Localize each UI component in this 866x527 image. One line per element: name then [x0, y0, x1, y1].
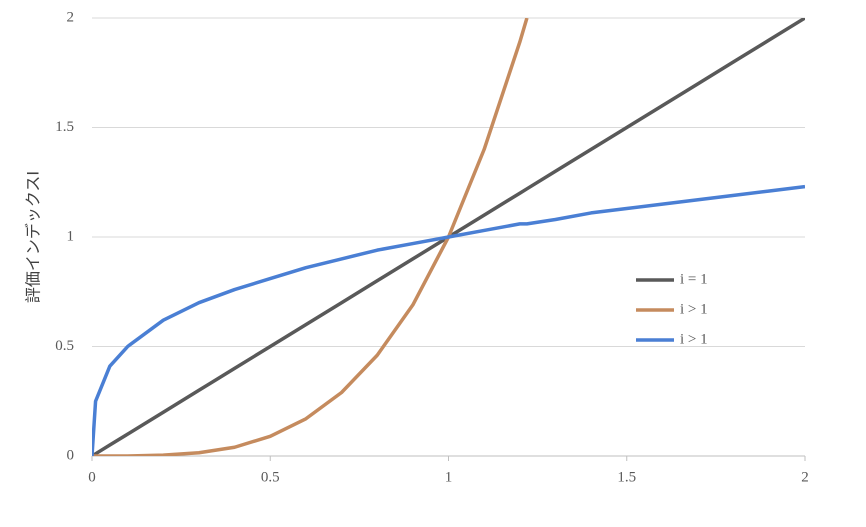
line-series — [92, 18, 529, 456]
legend-label: i > 1 — [680, 331, 708, 347]
y-tick-label: 1 — [67, 228, 75, 244]
x-tick-label: 1.5 — [617, 469, 636, 485]
x-tick-label: 0 — [88, 469, 96, 485]
line-series — [92, 18, 805, 456]
x-tick-label: 2 — [801, 469, 809, 485]
line-series — [92, 184, 805, 456]
legend-label: i = 1 — [680, 271, 708, 287]
legend-label: i > 1 — [680, 301, 708, 317]
y-tick-label: 0.5 — [55, 338, 74, 354]
y-tick-label: 2 — [67, 9, 75, 25]
x-tick-label: 0.5 — [261, 469, 280, 485]
x-tick-label: 1 — [445, 469, 453, 485]
y-tick-label: 0 — [67, 447, 75, 463]
y-tick-label: 1.5 — [55, 119, 74, 135]
y-axis-label: 評価インデックスI — [24, 171, 43, 303]
